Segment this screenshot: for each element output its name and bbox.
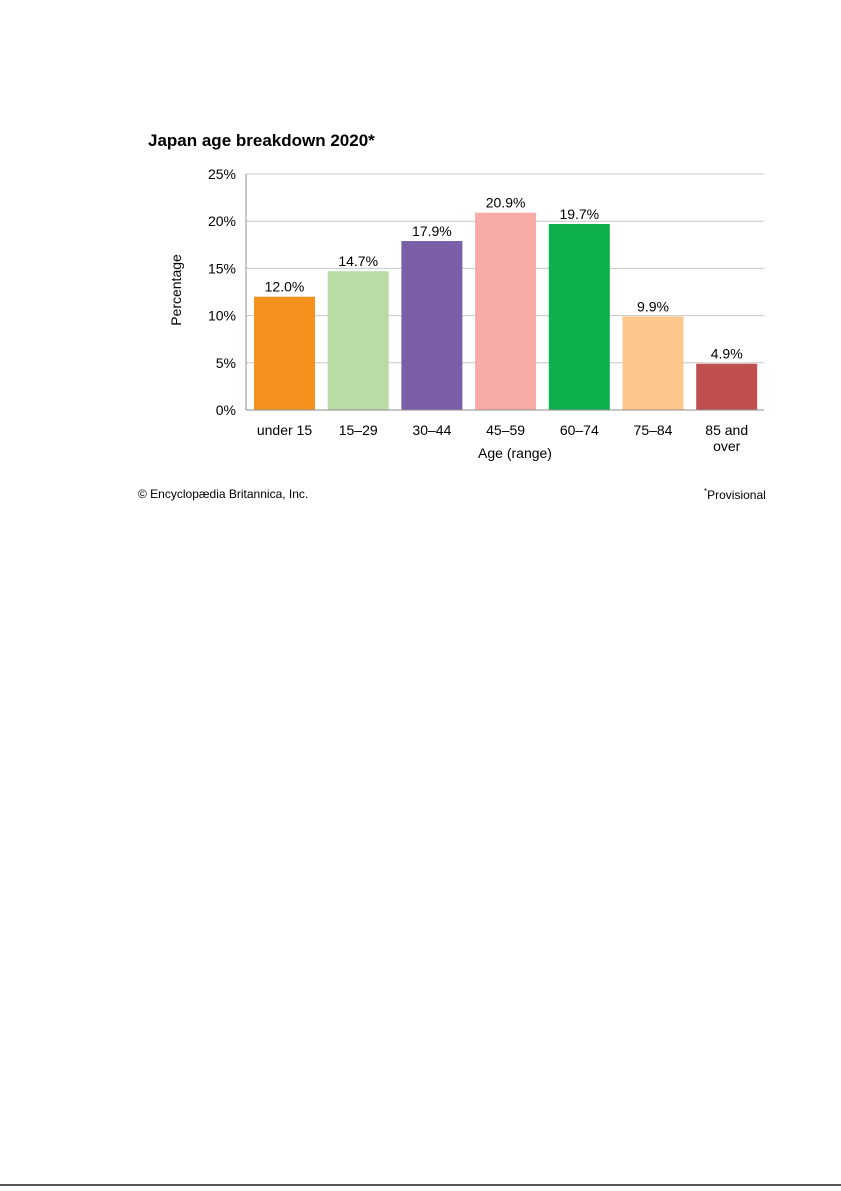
bar [327, 271, 389, 410]
bar [548, 224, 610, 410]
bottom-rule [0, 1184, 841, 1186]
x-tick-label: 15–29 [339, 422, 378, 438]
bar-data-label: 17.9% [412, 223, 452, 239]
bar [254, 296, 315, 410]
y-tick-label: 20% [208, 213, 236, 229]
bar-data-label: 19.7% [559, 206, 599, 222]
bar-data-label: 4.9% [711, 346, 743, 362]
y-tick-label: 25% [208, 166, 236, 182]
bar [475, 212, 537, 410]
y-tick-label: 10% [208, 308, 236, 324]
bar [401, 241, 463, 410]
x-tick-label: over [713, 438, 741, 454]
bar-data-label: 14.7% [338, 253, 378, 269]
chart-title: Japan age breakdown 2020* [148, 131, 375, 150]
y-tick-label: 15% [208, 260, 236, 276]
footnote-mark: * [704, 487, 708, 496]
x-tick-label: 60–74 [560, 422, 599, 438]
footnote-text: Provisional [707, 488, 766, 502]
copyright-credit: © Encyclopædia Britannica, Inc. [138, 487, 309, 501]
x-tick-label: under 15 [257, 422, 312, 438]
y-tick-label: 5% [216, 355, 236, 371]
bar [696, 363, 758, 410]
bar-data-label: 12.0% [265, 279, 305, 295]
x-tick-label: 85 and [705, 422, 748, 438]
x-tick-label: 45–59 [486, 422, 525, 438]
provisional-footnote: *Provisional [704, 487, 766, 502]
x-tick-label: 30–44 [412, 422, 451, 438]
y-axis-title: Percentage [168, 254, 184, 326]
bar [622, 316, 684, 410]
x-axis-title: Age (range) [478, 445, 552, 461]
bar-data-label: 20.9% [486, 195, 526, 211]
x-tick-label: 75–84 [634, 422, 673, 438]
bar-data-label: 9.9% [637, 299, 669, 315]
y-tick-label: 0% [216, 402, 236, 418]
bar-chart: 0% 5% 10% 15% 20% 25% 12.0% under 15 14.7% 15–29 1… [168, 166, 764, 461]
